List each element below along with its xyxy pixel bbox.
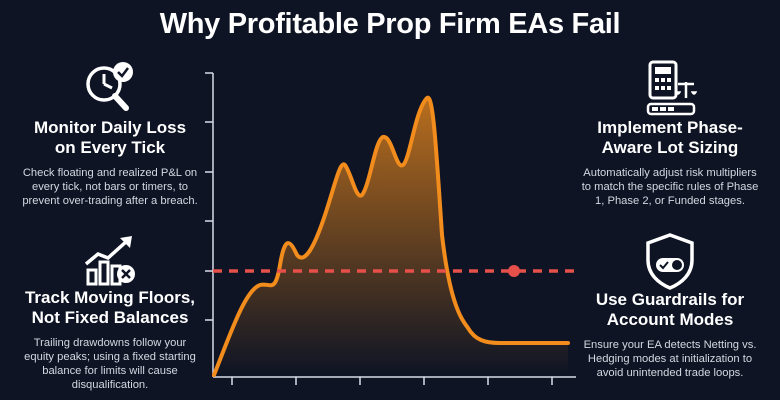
panel-guardrails-account-modes: Use Guardrails for Account Modes Ensure … [580,232,760,380]
y-axis-ticks [205,72,213,321]
panel-heading-line1: Monitor Daily Loss [33,118,187,137]
clock-magnifier-check-icon [86,62,133,111]
panel-heading-line2: Not Fixed Balances [31,308,189,327]
bar-chart-arrow-x-icon [84,236,135,286]
panel-body: Check floating and realized P&L on every… [22,167,198,207]
panel-body: Trailing drawdowns follow your equity pe… [24,337,196,391]
calculator-scale-icon [646,60,698,116]
breach-point [508,265,520,277]
panel-heading-line1: Track Moving Floors, [24,288,196,307]
panel-heading-line1: Use Guardrails for [595,290,745,309]
panel-heading-line1: Implement Phase- [597,118,743,137]
panel-phase-aware-lot-sizing: Implement Phase- Aware Lot Sizing Automa… [580,58,760,208]
panel-monitor-daily-loss: Monitor Daily Loss on Every Tick Check f… [20,58,200,208]
panel-body: Ensure your EA detects Netting vs. Hedgi… [583,339,757,379]
shield-toggle-icon [646,233,694,290]
panel-body: Automatically adjust risk multipliers to… [581,167,759,207]
page-title: Why Profitable Prop Firm EAs Fail [159,8,621,40]
panel-heading-line2: Aware Lot Sizing [601,138,739,157]
panel-heading-line2: on Every Tick [54,138,166,157]
x-axis-ticks [231,377,553,385]
equity-curve-fill [214,97,568,375]
equity-curve-chart [205,72,576,385]
equity-curve-line [212,95,570,377]
panel-heading-line2: Account Modes [606,310,734,329]
panel-track-moving-floors: Track Moving Floors, Not Fixed Balances … [20,232,200,392]
